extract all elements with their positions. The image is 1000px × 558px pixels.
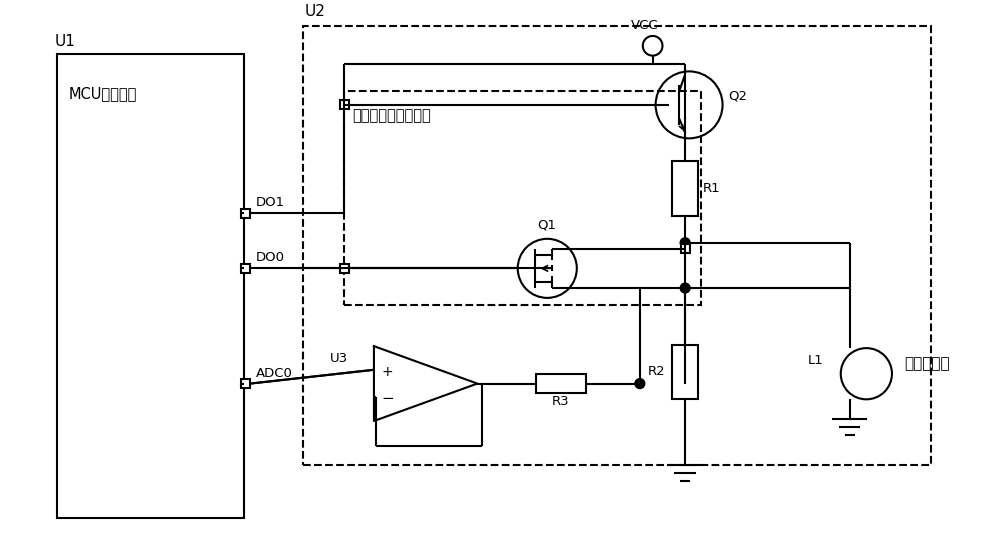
Bar <box>241 379 250 388</box>
Bar <box>672 161 698 215</box>
Text: +: + <box>382 365 393 379</box>
Bar <box>681 244 690 253</box>
Text: R2: R2 <box>648 365 665 378</box>
Text: U2: U2 <box>305 4 326 19</box>
Text: DO0: DO0 <box>256 252 285 264</box>
Text: Q1: Q1 <box>537 219 556 232</box>
Text: L1: L1 <box>807 354 823 367</box>
Bar <box>241 264 250 273</box>
Bar <box>241 209 250 218</box>
Circle shape <box>635 379 645 388</box>
Text: R1: R1 <box>703 182 720 195</box>
Circle shape <box>680 283 690 293</box>
Bar <box>340 100 349 109</box>
Bar <box>340 264 349 273</box>
Text: 高边驱动内部原理图: 高边驱动内部原理图 <box>352 109 431 124</box>
Bar <box>303 26 931 465</box>
Circle shape <box>680 238 690 248</box>
Bar <box>344 91 701 305</box>
Circle shape <box>643 36 662 56</box>
Text: −: − <box>382 391 395 406</box>
Text: U1: U1 <box>55 34 76 49</box>
Text: 继电器线圈: 继电器线圈 <box>904 356 949 371</box>
Text: DO1: DO1 <box>256 196 285 209</box>
Text: ADC0: ADC0 <box>256 367 293 379</box>
Bar <box>672 345 698 399</box>
Text: U3: U3 <box>330 352 348 365</box>
Bar <box>536 374 586 393</box>
Text: VCC: VCC <box>631 19 659 32</box>
Text: MCU微控制器: MCU微控制器 <box>69 86 137 101</box>
Text: R3: R3 <box>552 395 570 408</box>
Text: Q2: Q2 <box>728 90 747 103</box>
Bar <box>57 54 244 518</box>
